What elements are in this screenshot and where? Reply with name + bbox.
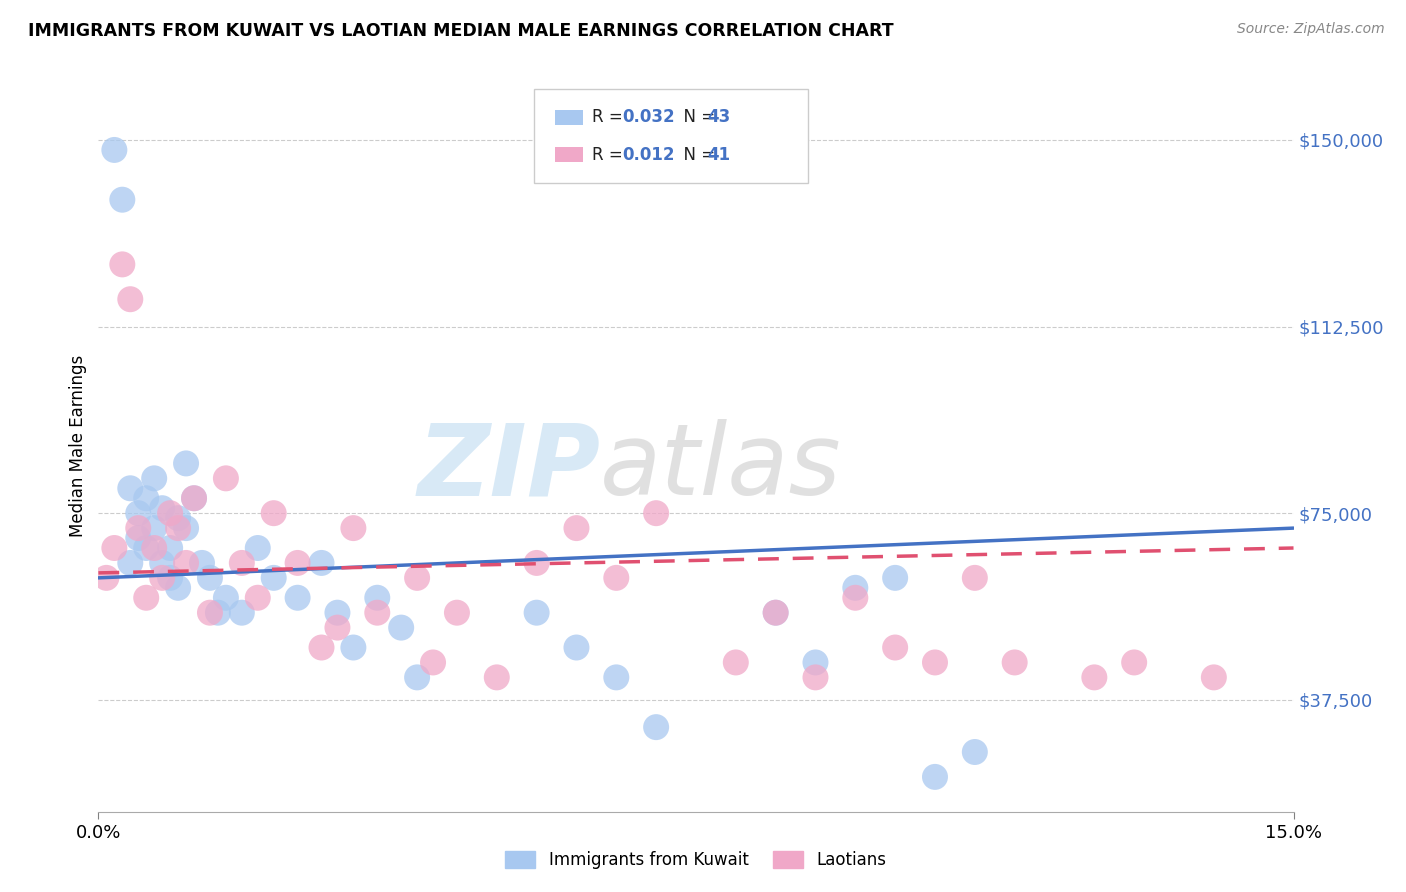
Text: 0.012: 0.012 [623,145,675,163]
Point [263,571,285,585]
Text: N =: N = [673,109,720,127]
Point [246,591,269,605]
Point [150,556,173,570]
Text: R =: R = [592,145,627,163]
Text: 41: 41 [707,145,730,163]
Point [422,656,444,670]
Point [446,606,468,620]
Point [231,556,253,570]
Point [159,541,181,555]
Point [724,656,747,670]
Point [366,591,388,605]
Point [135,591,157,605]
Point [143,521,166,535]
Point [526,606,548,620]
Point [1123,656,1146,670]
Point [198,606,221,620]
Point [120,481,142,495]
Text: N =: N = [673,145,720,163]
Point [804,670,827,684]
Point [111,193,134,207]
Point [924,770,946,784]
Point [406,571,429,585]
Point [150,501,173,516]
Point [565,640,588,655]
Point [103,143,125,157]
Point [844,591,866,605]
Point [159,506,181,520]
Point [645,720,668,734]
Y-axis label: Median Male Earnings: Median Male Earnings [69,355,87,537]
Point [198,571,221,585]
Point [159,571,181,585]
Point [167,581,190,595]
Text: 43: 43 [707,109,730,127]
Point [135,541,157,555]
Point [963,571,986,585]
Point [963,745,986,759]
Point [1004,656,1026,670]
Point [326,621,349,635]
Text: atlas: atlas [600,419,842,516]
Point [183,491,205,506]
Point [342,640,364,655]
Point [183,491,205,506]
Point [174,521,197,535]
Point [191,556,214,570]
Point [246,541,269,555]
Point [143,471,166,485]
Point [765,606,787,620]
Point [111,257,134,271]
Point [215,471,238,485]
Point [366,606,388,620]
Point [605,571,627,585]
Point [526,556,548,570]
Point [120,292,142,306]
Point [215,591,238,605]
Point [167,521,190,535]
Point [1202,670,1225,684]
Point [120,556,142,570]
Point [127,506,149,520]
Point [804,656,827,670]
Text: 0.032: 0.032 [623,109,675,127]
Point [150,571,173,585]
Point [565,521,588,535]
Text: R =: R = [592,109,627,127]
Point [127,521,149,535]
Legend: Immigrants from Kuwait, Laotians: Immigrants from Kuwait, Laotians [505,851,887,869]
Point [143,541,166,555]
Point [167,511,190,525]
Point [207,606,229,620]
Point [174,457,197,471]
Text: IMMIGRANTS FROM KUWAIT VS LAOTIAN MEDIAN MALE EARNINGS CORRELATION CHART: IMMIGRANTS FROM KUWAIT VS LAOTIAN MEDIAN… [28,22,894,40]
Point [96,571,118,585]
Point [326,606,349,620]
Point [174,556,197,570]
Point [884,571,907,585]
Point [287,591,309,605]
Point [342,521,364,535]
Point [127,531,149,545]
Point [924,656,946,670]
Point [884,640,907,655]
Point [135,491,157,506]
Text: Source: ZipAtlas.com: Source: ZipAtlas.com [1237,22,1385,37]
Point [485,670,508,684]
Point [1083,670,1105,684]
Point [311,640,333,655]
Point [645,506,668,520]
Point [231,606,253,620]
Point [311,556,333,570]
Point [263,506,285,520]
Point [844,581,866,595]
Point [765,606,787,620]
Point [389,621,412,635]
Text: ZIP: ZIP [418,419,600,516]
Point [103,541,125,555]
Point [287,556,309,570]
Point [406,670,429,684]
Point [605,670,627,684]
